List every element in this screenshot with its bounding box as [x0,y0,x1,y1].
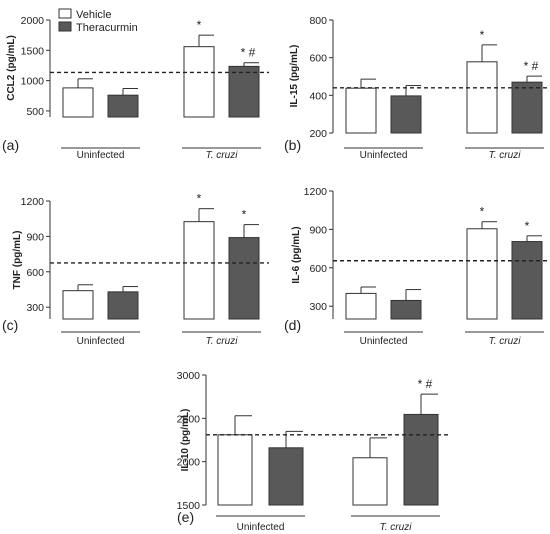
group-label: Uninfected [360,336,408,347]
bar [62,290,94,320]
y-tick-label: 300 [309,301,327,313]
y-tick-label: 2500 [177,413,201,425]
bar [511,81,543,134]
legend-label: Vehicle [76,9,111,21]
panel-3: 300 600 900 1200 TNF (pg/mL) Uninfected * * T. c… [2,192,269,347]
y-tick-label: 2000 [177,457,201,469]
group-label: T. cruzi [489,150,522,161]
y-axis-label: IL-6 (pg/mL) [291,226,302,283]
y-tick-label: 2000 [21,15,45,27]
panel-label: (b) [284,137,301,153]
bar [403,413,439,506]
group-label: Uninfected [77,150,125,161]
group-label: Uninfected [237,522,285,533]
significance-marker: * [197,18,202,32]
significance-marker: * # [524,59,539,73]
y-tick-label: 300 [26,302,44,314]
bar [390,299,422,320]
bar [345,87,377,134]
y-tick-label: 200 [309,128,327,140]
bar [228,237,260,320]
panel-4: 300 600 900 1200 IL-6 (pg/mL) Uninfected * * T. … [284,186,550,347]
group-label: Uninfected [360,150,408,161]
y-tick-label: 600 [26,267,44,279]
y-tick-label: 400 [309,90,327,102]
y-axis-label: TNF (pg/mL) [12,231,23,290]
panel-label: (c) [2,317,18,333]
bar [183,46,215,118]
bar [352,457,388,506]
panel-5: 1500 2000 2500 3000 IL-10 (pg/mL) Uninfected *… [177,370,448,533]
panel-label: (d) [284,317,301,333]
bar [268,447,304,506]
y-tick-label: 1200 [304,186,328,198]
y-tick-label: 500 [26,106,44,118]
y-tick-label: 3000 [177,370,201,382]
group-label: T. cruzi [206,336,239,347]
significance-marker: * [197,192,202,206]
y-axis-label: CCL2 (pg/mL) [6,35,17,101]
panel-label: (a) [2,137,19,153]
y-tick-label: 600 [309,263,327,275]
legend-label: Theracurmin [76,22,138,34]
bar [107,94,139,118]
y-tick-label: 600 [309,53,327,65]
y-tick-label: 1500 [177,500,201,512]
bar [466,228,498,320]
bar [345,292,377,320]
panel-1: 500 1000 1500 2000 CCL2 (pg/mL) Uninfected * * … [2,8,269,161]
significance-marker: * [242,208,247,222]
significance-marker: * [525,219,530,233]
bar [183,221,215,320]
y-tick-label: 900 [309,224,327,236]
bar [217,434,253,506]
significance-marker: * [480,205,485,219]
panel-2: 200 400 600 800 IL-15 (pg/mL) Uninfected * * # T… [284,15,550,161]
y-tick-label: 800 [309,15,327,27]
bar [228,65,260,118]
bar [390,95,422,134]
y-tick-label: 900 [26,231,44,243]
y-tick-label: 1000 [21,76,45,88]
significance-marker: * # [418,377,433,391]
group-label: T. cruzi [380,522,413,533]
y-tick-label: 1200 [21,196,45,208]
legend-swatch [58,8,72,19]
significance-marker: * # [241,46,256,60]
significance-marker: * [480,28,485,42]
group-label: Uninfected [77,336,125,347]
bar [466,61,498,134]
bar [511,241,543,320]
group-label: T. cruzi [206,150,239,161]
y-tick-label: 1500 [21,45,45,57]
panel-label: (e) [177,509,194,525]
bar [107,291,139,320]
legend-swatch [58,21,72,32]
bar [62,87,94,118]
y-axis-label: IL-10 (pg/mL) [180,409,191,472]
group-label: T. cruzi [489,336,522,347]
y-axis-label: IL-15 (pg/mL) [289,45,300,108]
